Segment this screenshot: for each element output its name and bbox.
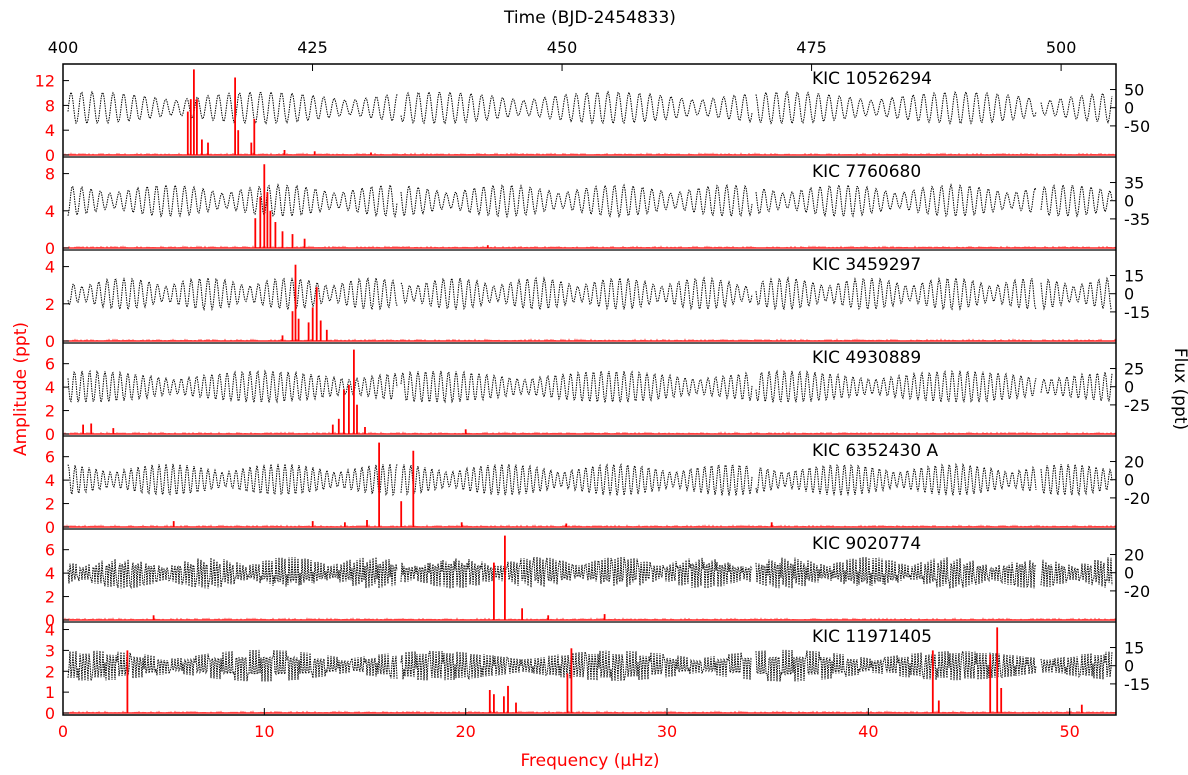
x-tick-label: 20 [455, 722, 475, 741]
flux-tick-label: -25 [1124, 396, 1150, 415]
amp-tick-label: 0 [45, 332, 55, 351]
flux-tick-label: -50 [1124, 117, 1150, 136]
amp-tick-label: 12 [35, 72, 55, 91]
amp-tick-label: 6 [45, 355, 55, 374]
flux-tick-label: -20 [1124, 489, 1150, 508]
panel-star-name: KIC 9020774 [812, 534, 921, 554]
amp-tick-label: 8 [45, 165, 55, 184]
amp-tick-label: 6 [45, 448, 55, 467]
flux-tick-label: 0 [1124, 192, 1134, 211]
panel-star-name: KIC 6352430 A [812, 441, 939, 461]
x-tick-label: 0 [58, 722, 68, 741]
flux-tick-label: 15 [1124, 639, 1144, 658]
x2-tick-label: 450 [547, 38, 578, 57]
amp-tick-label: 2 [45, 402, 55, 421]
amplitude-noise [64, 431, 1116, 434]
amp-tick-label: 0 [45, 425, 55, 444]
flux-tick-label: -15 [1124, 303, 1150, 322]
amp-tick-label: 4 [45, 202, 55, 221]
panel-star-name: KIC 7760680 [812, 162, 921, 182]
flux-tick-label: 25 [1124, 360, 1144, 379]
x-tick-label: 50 [1060, 722, 1080, 741]
amp-tick-label: 2 [45, 295, 55, 314]
x-tick-label: 30 [657, 722, 677, 741]
amplitude-noise [64, 152, 1116, 155]
amp-tick-label: 0 [45, 518, 55, 537]
flux-light-curve [67, 556, 1113, 590]
x2-tick-label: 475 [796, 38, 827, 57]
flux-tick-label: -15 [1124, 675, 1150, 694]
flux-tick-label: -35 [1124, 210, 1150, 229]
flux-tick-label: 35 [1124, 174, 1144, 193]
amp-tick-label: 4 [45, 564, 55, 583]
panel-star-name: KIC 10526294 [812, 69, 932, 89]
flux-tick-label: 0 [1124, 99, 1134, 118]
panel-star-name: KIC 4930889 [812, 348, 921, 368]
amp-tick-label: 3 [45, 641, 55, 660]
amp-tick-label: 4 [45, 258, 55, 277]
amp-tick-label: 4 [45, 471, 55, 490]
flux-tick-label: 50 [1124, 81, 1144, 100]
amp-tick-label: 2 [45, 495, 55, 514]
flux-tick-label: -20 [1124, 582, 1150, 601]
panel-star-name: KIC 3459297 [812, 255, 921, 275]
plot-frame [62, 63, 1117, 716]
flux-light-curve [67, 276, 1113, 312]
amp-tick-label: 0 [45, 146, 55, 165]
flux-tick-label: 15 [1124, 267, 1144, 286]
amp-tick-label: 4 [45, 621, 55, 640]
x2-tick-label: 425 [297, 38, 328, 57]
x2-tick-label: 500 [1046, 38, 1077, 57]
flux-light-curve [67, 369, 1113, 404]
left-axis-label: Amplitude (ppt) [11, 322, 31, 456]
flux-light-curve [67, 462, 1113, 497]
flux-light-curve [67, 649, 1113, 682]
x-tick-label: 10 [254, 722, 274, 741]
amp-tick-label: 4 [45, 378, 55, 397]
x-tick-label: 40 [858, 722, 878, 741]
amp-tick-label: 8 [45, 96, 55, 115]
amp-tick-label: 0 [45, 239, 55, 258]
x2-tick-label: 400 [48, 38, 79, 57]
flux-tick-label: 20 [1124, 453, 1144, 472]
top-axis-label: Time (BJD-2454833) [503, 8, 676, 28]
flux-tick-label: 0 [1124, 657, 1134, 676]
amplitude-noise [64, 617, 1116, 620]
amp-tick-label: 0 [45, 704, 55, 723]
flux-light-curve [67, 183, 1113, 219]
flux-tick-label: 0 [1124, 285, 1134, 304]
right-axis-label: Flux (ppt) [1170, 348, 1188, 430]
amp-tick-label: 2 [45, 662, 55, 681]
flux-tick-label: 0 [1124, 378, 1134, 397]
amp-tick-label: 4 [45, 121, 55, 140]
x-axis-label: Frequency (μHz) [520, 751, 659, 771]
amp-tick-label: 6 [45, 541, 55, 560]
flux-tick-label: 0 [1124, 471, 1134, 490]
panel-star-name: KIC 11971405 [812, 627, 932, 647]
amp-tick-label: 0 [45, 611, 55, 630]
flux-tick-label: 0 [1124, 564, 1134, 583]
amplitude-noise [64, 524, 1116, 527]
flux-tick-label: 20 [1124, 546, 1144, 565]
amp-tick-label: 1 [45, 683, 55, 702]
amp-tick-label: 2 [45, 588, 55, 607]
flux-light-curve [67, 90, 1113, 125]
